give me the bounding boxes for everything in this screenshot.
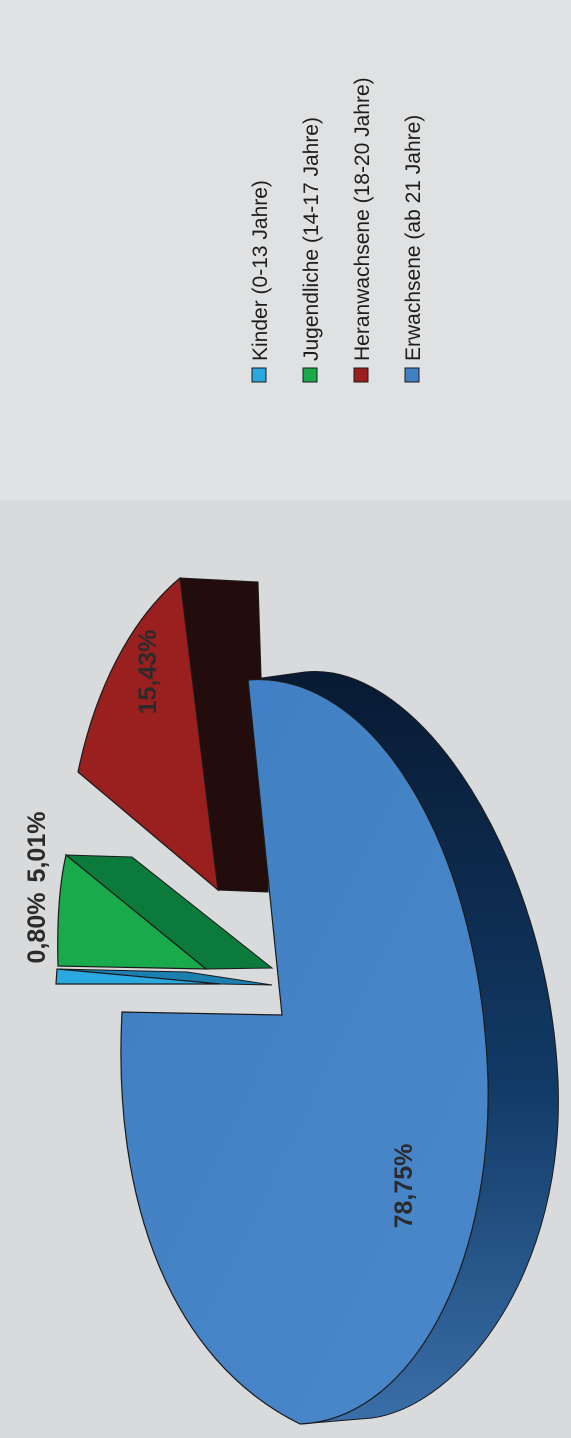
legend-item-kinder: Kinder (0-13 Jahre) xyxy=(249,180,272,383)
pie-side-walls xyxy=(56,577,559,1425)
legend-area-background xyxy=(0,0,571,500)
slice-kinder xyxy=(55,968,221,985)
data-label-heranwachsene: 15,43% xyxy=(134,630,162,715)
legend-item-jugendliche: Jugendliche (14-17 Jahre) xyxy=(300,117,323,383)
legend-label-erwachsene: Erwachsene (ab 21 Jahre) xyxy=(402,115,425,361)
legend-label-jugendliche: Jugendliche (14-17 Jahre) xyxy=(300,117,323,361)
legend-swatch-erwachsene xyxy=(404,367,420,383)
legend-label-kinder: Kinder (0-13 Jahre) xyxy=(249,180,272,361)
data-labels: 0,80% 5,01% 15,43% 78,75% xyxy=(23,630,418,1229)
legend-swatch-jugendliche xyxy=(302,367,318,383)
slice-erwachsene xyxy=(120,679,489,1425)
legend: Kinder (0-13 Jahre) Jugendliche (14-17 J… xyxy=(249,77,425,383)
legend-item-heranwachsene: Heranwachsene (18-20 Jahre) xyxy=(351,77,374,383)
data-label-jugendliche: 5,01% xyxy=(23,812,51,883)
slice-jugendliche xyxy=(57,853,208,970)
data-label-erwachsene: 78,75% xyxy=(390,1144,418,1229)
legend-item-erwachsene: Erwachsene (ab 21 Jahre) xyxy=(402,115,425,383)
legend-swatch-heranwachsene xyxy=(353,367,369,383)
slice-heranwachsene xyxy=(77,576,219,892)
legend-label-heranwachsene: Heranwachsene (18-20 Jahre) xyxy=(351,77,374,361)
data-label-kinder: 0,80% xyxy=(23,893,51,964)
pie-slices xyxy=(55,576,489,1425)
legend-swatch-kinder xyxy=(251,367,267,383)
